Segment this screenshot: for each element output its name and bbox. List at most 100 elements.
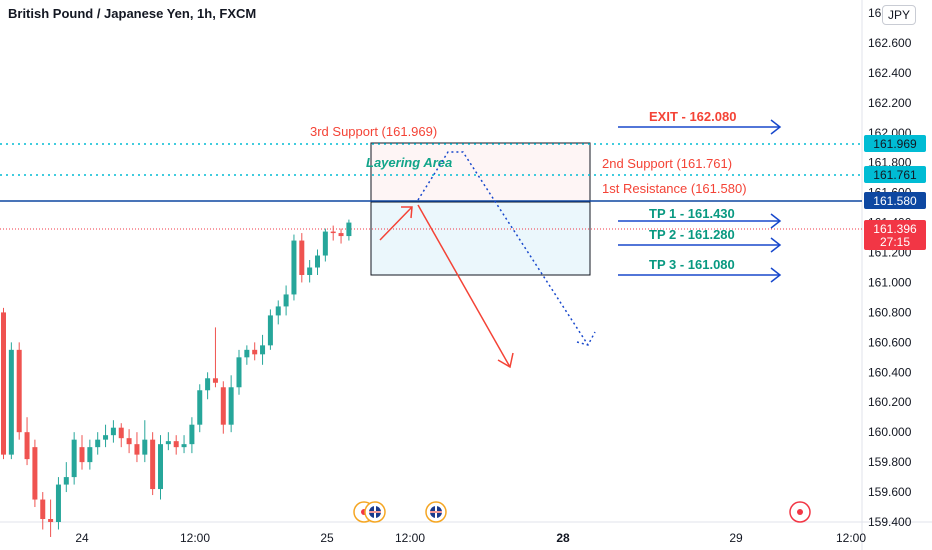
price-label-current-text: 161.396: [873, 222, 917, 236]
price-label-161761: 161.761: [864, 166, 926, 183]
time-tick-label: 28: [556, 531, 570, 545]
candle-body: [307, 267, 313, 275]
price-tick-label: 159.800: [868, 455, 912, 469]
candle-body: [71, 439, 77, 478]
candle-body: [118, 427, 124, 439]
candle-body: [338, 233, 344, 237]
level-tp1: TP 1 - 161.430: [618, 206, 782, 229]
event-marker-2[interactable]: [789, 501, 811, 523]
time-tick-label: 29: [729, 531, 743, 545]
candle-body: [181, 444, 187, 448]
price-tick-label: 160.600: [868, 335, 912, 349]
support-3-label: 3rd Support (161.969): [310, 124, 437, 139]
time-tick-label: 12:00: [836, 531, 866, 545]
candle-body: [1, 312, 6, 455]
candle-body: [134, 444, 140, 455]
price-label-current-bg: [864, 220, 926, 250]
projection-down-head: [497, 352, 514, 369]
candle-body: [267, 315, 273, 346]
candle-body: [322, 231, 328, 256]
layering-zone-bottom: [370, 201, 591, 276]
candle-body: [252, 349, 258, 355]
time-tick-label: 24: [75, 531, 89, 545]
candle-body: [95, 439, 101, 448]
layering-zone-top: [370, 142, 591, 203]
candle-body: [150, 439, 156, 490]
candle-body: [236, 357, 242, 388]
price-label-161969-text: 161.969: [873, 137, 917, 151]
candle-body: [8, 349, 14, 455]
candle-body: [244, 349, 250, 358]
candle-body: [315, 255, 320, 268]
candle-body: [260, 345, 266, 355]
price-label-161761-text: 161.761: [873, 168, 917, 182]
level-tp3-arrowhead: [770, 267, 782, 283]
candle-body: [220, 387, 226, 425]
event-marker-uk-flag-1[interactable]: [364, 501, 386, 523]
price-label-161580-bg: [864, 192, 926, 209]
level-exit-arrowhead: [770, 119, 782, 135]
candle-body: [291, 240, 297, 295]
candle-body: [228, 387, 234, 425]
candle-body: [275, 306, 281, 316]
price-label-161969-bg: [864, 135, 926, 152]
price-tick-label: 162.600: [868, 36, 912, 50]
price-label-161761-bg: [864, 166, 926, 183]
level-tp3-label: TP 3 - 161.080: [649, 257, 735, 272]
candle-body: [55, 484, 61, 522]
candle-body: [158, 444, 163, 490]
level-tp2-arrowhead: [770, 237, 782, 253]
candle-body: [32, 447, 38, 500]
time-axis-ticks: 24 12:00 25 12:00 28 29 12:00: [75, 531, 866, 545]
level-tp1-label: TP 1 - 161.430: [649, 206, 735, 221]
time-tick-label: 12:00: [180, 531, 210, 545]
candle-body: [48, 519, 54, 522]
projection-dotted-head: [576, 331, 596, 346]
projection-up-arrow: [379, 206, 413, 241]
projection-down-line: [417, 204, 511, 368]
level-tp3: TP 3 - 161.080: [618, 257, 782, 283]
chart-title: British Pound / Japanese Yen, 1h, FXCM: [8, 6, 257, 21]
candle-body: [346, 222, 352, 237]
price-label-161969: 161.969: [864, 135, 926, 152]
time-tick-label: 25: [320, 531, 334, 545]
price-label-161580: 161.580: [864, 192, 926, 209]
currency-badge[interactable]: JPY: [882, 5, 916, 25]
projection-up-line: [379, 206, 413, 241]
candle-body: [330, 231, 336, 234]
price-tick-label: 162.200: [868, 96, 912, 110]
candle-body: [110, 427, 116, 436]
level-exit-label: EXIT - 162.080: [649, 109, 736, 124]
price-label-current: 161.396 27:15: [864, 220, 926, 250]
projection-down-arrow: [417, 204, 514, 369]
candle-body: [24, 432, 30, 460]
candle-body: [283, 294, 289, 307]
candle-body: [126, 438, 132, 445]
price-scale-panel: [862, 0, 932, 550]
layering-area-label: Layering Area: [366, 155, 452, 170]
price-tick-label: 160.400: [868, 365, 912, 379]
candle-body: [299, 240, 305, 275]
price-label-countdown: 27:15: [880, 235, 910, 249]
candle-body: [142, 439, 148, 455]
event-marker-2-dot: [797, 509, 803, 515]
candle-body: [79, 447, 85, 463]
event-marker-uk-flag-2[interactable]: [425, 501, 447, 523]
price-tick-label: 161.000: [868, 275, 912, 289]
candle-body: [197, 390, 203, 425]
candle-body: [165, 441, 171, 445]
candle-body: [16, 349, 22, 433]
price-tick-label: 160.200: [868, 395, 912, 409]
support-2-label: 2nd Support (161.761): [602, 156, 732, 171]
projection-dotted-path: [417, 151, 596, 346]
candle-body: [63, 477, 69, 485]
candle-body: [189, 424, 195, 445]
resistance-1-label: 1st Resistance (161.580): [602, 181, 747, 196]
price-tick-label: 159.600: [868, 485, 912, 499]
level-tp1-arrowhead: [770, 213, 782, 229]
level-exit: EXIT - 162.080: [618, 109, 782, 135]
price-label-161580-text: 161.580: [873, 194, 917, 208]
price-tick-label: 160.000: [868, 425, 912, 439]
level-tp2: TP 2 - 161.280: [618, 227, 782, 253]
